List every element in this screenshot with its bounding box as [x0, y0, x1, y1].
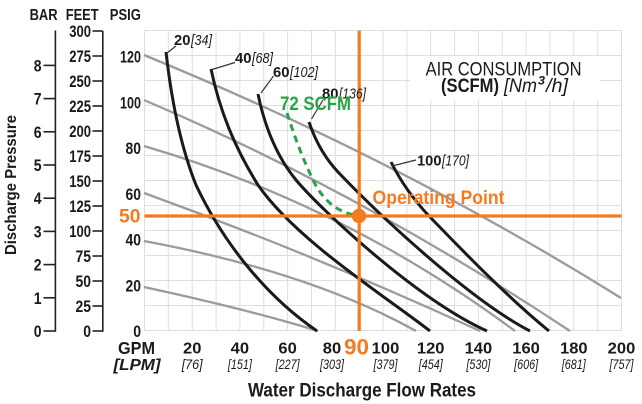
svg-text:[303]: [303] [319, 356, 345, 372]
svg-text:160: 160 [512, 340, 540, 357]
svg-text:100: 100 [120, 94, 141, 112]
svg-text:50: 50 [76, 273, 92, 291]
svg-text:100: 100 [69, 223, 91, 241]
svg-text:0: 0 [133, 323, 141, 341]
svg-text:7: 7 [34, 91, 42, 109]
svg-text:175: 175 [69, 148, 91, 166]
svg-text:0: 0 [34, 323, 42, 341]
svg-text:[Nm: [Nm [503, 76, 537, 97]
svg-text:PSIG: PSIG [110, 7, 141, 24]
svg-text:BAR: BAR [30, 7, 58, 24]
svg-text:/h]: /h] [544, 76, 569, 97]
svg-text:50: 50 [119, 206, 141, 228]
svg-text:[34]: [34] [190, 33, 213, 49]
svg-text:20: 20 [126, 277, 142, 295]
svg-text:25: 25 [76, 298, 92, 316]
svg-text:275: 275 [69, 48, 91, 66]
svg-text:2: 2 [34, 257, 42, 275]
svg-text:60: 60 [126, 186, 142, 204]
svg-text:150: 150 [69, 173, 91, 191]
svg-text:[102]: [102] [289, 65, 319, 81]
svg-text:100: 100 [417, 154, 442, 170]
svg-text:80: 80 [126, 140, 142, 158]
svg-text:120: 120 [417, 340, 445, 357]
svg-text:6: 6 [34, 124, 42, 142]
svg-text:[151]: [151] [227, 356, 253, 372]
svg-text:3: 3 [34, 223, 42, 241]
svg-text:[757]: [757] [609, 356, 635, 372]
svg-text:4: 4 [34, 190, 42, 208]
svg-text:60: 60 [278, 340, 296, 357]
svg-text:300: 300 [69, 23, 91, 41]
svg-text:40: 40 [126, 232, 142, 250]
svg-text:200: 200 [608, 340, 636, 357]
svg-text:1: 1 [34, 290, 42, 308]
svg-text:75: 75 [76, 248, 92, 266]
svg-text:(SCFM): (SCFM) [441, 76, 499, 97]
svg-text:40: 40 [235, 51, 252, 67]
svg-text:[LPM]: [LPM] [112, 357, 161, 374]
svg-text:Discharge Pressure: Discharge Pressure [3, 115, 20, 255]
svg-text:180: 180 [560, 340, 588, 357]
svg-text:20: 20 [174, 33, 191, 49]
svg-text:72 SCFM: 72 SCFM [280, 94, 351, 115]
svg-text:40: 40 [231, 340, 249, 357]
svg-text:[606]: [606] [513, 356, 539, 372]
svg-text:[681]: [681] [561, 356, 587, 372]
svg-text:60: 60 [273, 65, 290, 81]
svg-text:AIR CONSUMPTION: AIR CONSUMPTION [426, 59, 582, 81]
svg-text:80: 80 [322, 87, 339, 103]
svg-text:[76]: [76] [181, 356, 204, 372]
svg-text:200: 200 [69, 123, 91, 141]
svg-text:[530]: [530] [466, 356, 492, 372]
svg-text:90: 90 [344, 335, 369, 360]
svg-text:120: 120 [120, 49, 141, 67]
svg-text:[170]: [170] [441, 154, 470, 170]
svg-text:[379]: [379] [373, 356, 399, 372]
svg-text:[136]: [136] [338, 87, 367, 103]
svg-text:250: 250 [69, 73, 91, 91]
svg-text:125: 125 [69, 198, 91, 216]
svg-text:20: 20 [183, 340, 201, 357]
svg-text:80: 80 [323, 340, 341, 357]
svg-text:0: 0 [83, 323, 91, 341]
svg-text:FEET: FEET [66, 7, 99, 24]
svg-text:100: 100 [372, 340, 400, 357]
svg-text:[68]: [68] [251, 51, 274, 67]
svg-text:[454]: [454] [418, 356, 444, 372]
svg-text:140: 140 [465, 340, 493, 357]
svg-text:5: 5 [34, 157, 42, 175]
svg-text:GPM: GPM [118, 338, 155, 358]
svg-text:8: 8 [34, 57, 42, 75]
svg-text:3: 3 [538, 74, 545, 88]
svg-text:Operating Point: Operating Point [373, 188, 506, 209]
svg-text:225: 225 [69, 98, 91, 116]
svg-text:Water Discharge Flow Rates: Water Discharge Flow Rates [248, 380, 476, 401]
svg-text:[227]: [227] [275, 356, 301, 372]
